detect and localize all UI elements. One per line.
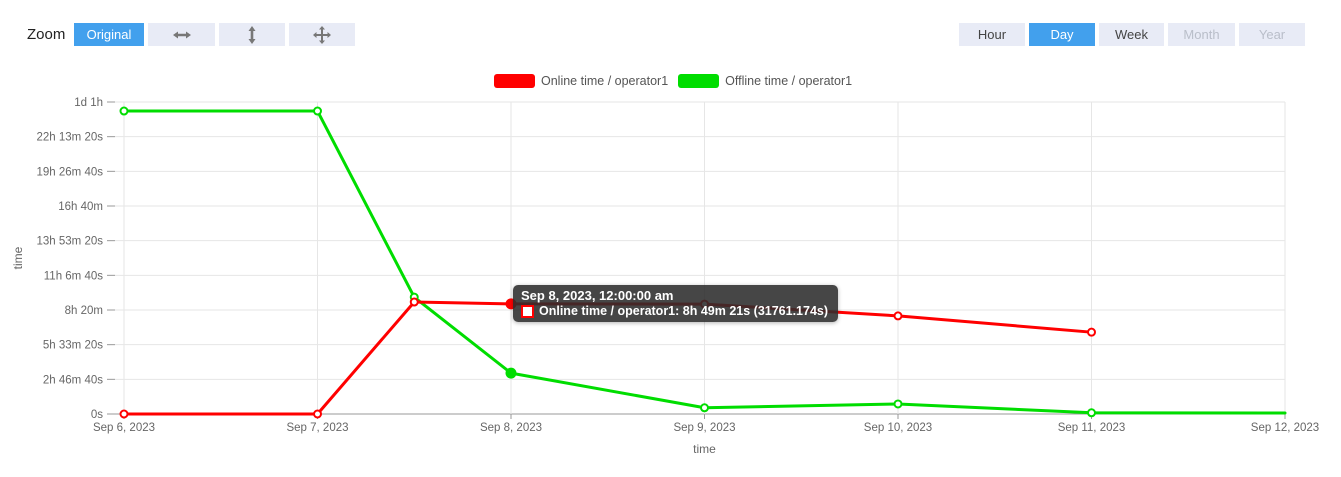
zoom-horizontal-button[interactable] — [148, 23, 215, 46]
data-point[interactable] — [409, 297, 419, 307]
data-point[interactable] — [313, 409, 322, 419]
y-tick-label: 22h 13m 20s — [37, 132, 104, 144]
range-button-year[interactable]: Year — [1239, 23, 1305, 46]
tooltip-timestamp: Sep 8, 2023, 12:00:00 am — [521, 288, 674, 303]
data-point[interactable] — [700, 403, 709, 413]
series-line — [122, 109, 1287, 415]
range-button-week[interactable]: Week — [1099, 23, 1164, 46]
range-button-day[interactable]: Day — [1029, 23, 1095, 46]
zoom-original-button[interactable]: Original — [74, 23, 144, 46]
legend-item-offline[interactable]: Offline time / operator1 — [678, 74, 852, 88]
y-axis-title: time — [11, 246, 25, 269]
tooltip-series-swatch-icon — [521, 304, 534, 318]
tooltip-series-value: Online time / operator1: 8h 49m 21s (317… — [539, 304, 829, 318]
y-tick-label: 1d 1h — [74, 97, 103, 109]
x-tick-label: Sep 11, 2023 — [1058, 422, 1126, 434]
zoom-vertical-button[interactable] — [219, 23, 285, 46]
x-tick-label: Sep 9, 2023 — [673, 422, 735, 434]
x-tick-label: Sep 7, 2023 — [286, 422, 348, 434]
data-point[interactable] — [313, 106, 322, 116]
y-tick-label: 8h 20m — [65, 305, 103, 317]
zoom-toolbar-label: Zoom — [27, 26, 66, 43]
y-tick-label: 0s — [91, 409, 103, 421]
legend-item-online[interactable]: Online time / operator1 — [494, 74, 668, 88]
range-button-month[interactable]: Month — [1168, 23, 1235, 46]
zoom-move-button[interactable] — [289, 23, 355, 46]
x-tick-label: Sep 6, 2023 — [93, 422, 155, 434]
y-tick-label: 11h 6m 40s — [44, 270, 103, 282]
x-axis-title: time — [693, 442, 716, 456]
move-icon — [313, 25, 331, 44]
y-tick-label: 16h 40m — [58, 201, 103, 213]
legend-swatch-online — [494, 74, 535, 88]
data-point[interactable] — [505, 367, 517, 379]
chart-legend: Online time / operator1 Offline time / o… — [494, 74, 852, 88]
y-tick-label: 13h 53m 20s — [37, 236, 104, 248]
legend-swatch-offline — [678, 74, 720, 88]
x-tick-label: Sep 8, 2023 — [480, 422, 542, 434]
resize-vertical-icon — [248, 25, 256, 44]
data-point[interactable] — [119, 106, 129, 116]
data-point[interactable] — [893, 311, 903, 321]
data-point[interactable] — [1087, 408, 1096, 418]
range-button-hour[interactable]: Hour — [959, 23, 1025, 46]
y-tick-label: 2h 46m 40s — [43, 374, 103, 386]
y-tick-label: 5h 33m 20s — [43, 340, 103, 352]
legend-label-online: Online time / operator1 — [541, 74, 669, 88]
chart-tooltip: Sep 8, 2023, 12:00:00 am Online time / o… — [513, 285, 839, 322]
data-point[interactable] — [119, 409, 129, 419]
data-point[interactable] — [1087, 327, 1096, 337]
data-point[interactable] — [893, 399, 903, 409]
resize-horizontal-icon — [172, 31, 191, 38]
x-tick-label: Sep 12, 2023 — [1251, 422, 1319, 434]
y-tick-label: 19h 26m 40s — [37, 166, 104, 178]
legend-label-offline: Offline time / operator1 — [725, 74, 853, 88]
x-tick-label: Sep 10, 2023 — [864, 422, 932, 434]
